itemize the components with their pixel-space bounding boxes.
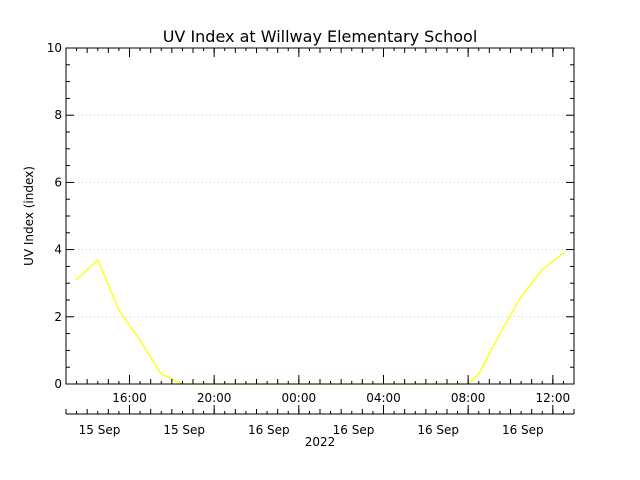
y-tick-label: 2 xyxy=(54,310,62,324)
chart-title: UV Index at Willway Elementary School xyxy=(163,27,478,46)
y-tick-label: 6 xyxy=(54,175,62,189)
uv-index-series-line xyxy=(76,252,564,385)
uv-data-point xyxy=(478,373,480,375)
y-tick-label: 4 xyxy=(54,243,62,257)
x-axis-label: 2022 xyxy=(305,435,336,449)
x-date-label: 16 Sep xyxy=(248,423,290,437)
uv-data-point xyxy=(499,333,501,335)
uv-data-point xyxy=(118,309,120,311)
x-tick-label: 04:00 xyxy=(366,391,401,405)
x-date-label: 15 Sep xyxy=(79,423,121,437)
axes: 0 2 4 6 8 10 16:00 15 Sep 20:00 15 Sep 00:00 16 Sep… xyxy=(47,41,575,437)
x-date-label: 15 Sep xyxy=(163,423,205,437)
y-tick-label: 10 xyxy=(47,41,62,55)
y-tick-label: 0 xyxy=(54,377,62,391)
x-date-label: 16 Sep xyxy=(502,423,544,437)
uv-data-point xyxy=(75,279,78,281)
y-axis-label: UV Index (index) xyxy=(22,166,36,266)
x-date-label: 16 Sep xyxy=(417,423,459,437)
x-date-label: 16 Sep xyxy=(333,423,375,437)
uv-data-point xyxy=(97,259,99,261)
x-tick-label: 12:00 xyxy=(536,391,571,405)
uv-data-point xyxy=(520,296,522,298)
x-tick-label: 08:00 xyxy=(451,391,486,405)
uv-data-point xyxy=(139,339,141,341)
plot-area xyxy=(75,252,565,385)
uv-data-point xyxy=(541,269,543,271)
x-tick-label: 00:00 xyxy=(282,391,317,405)
y-tick-label: 8 xyxy=(54,108,62,122)
plot-frame xyxy=(65,47,575,385)
grid-lines xyxy=(66,114,574,318)
uv-data-point xyxy=(160,373,162,375)
uv-data-point xyxy=(562,252,565,254)
x-tick-label: 20:00 xyxy=(197,391,232,405)
x-tick-label: 16:00 xyxy=(112,391,147,405)
